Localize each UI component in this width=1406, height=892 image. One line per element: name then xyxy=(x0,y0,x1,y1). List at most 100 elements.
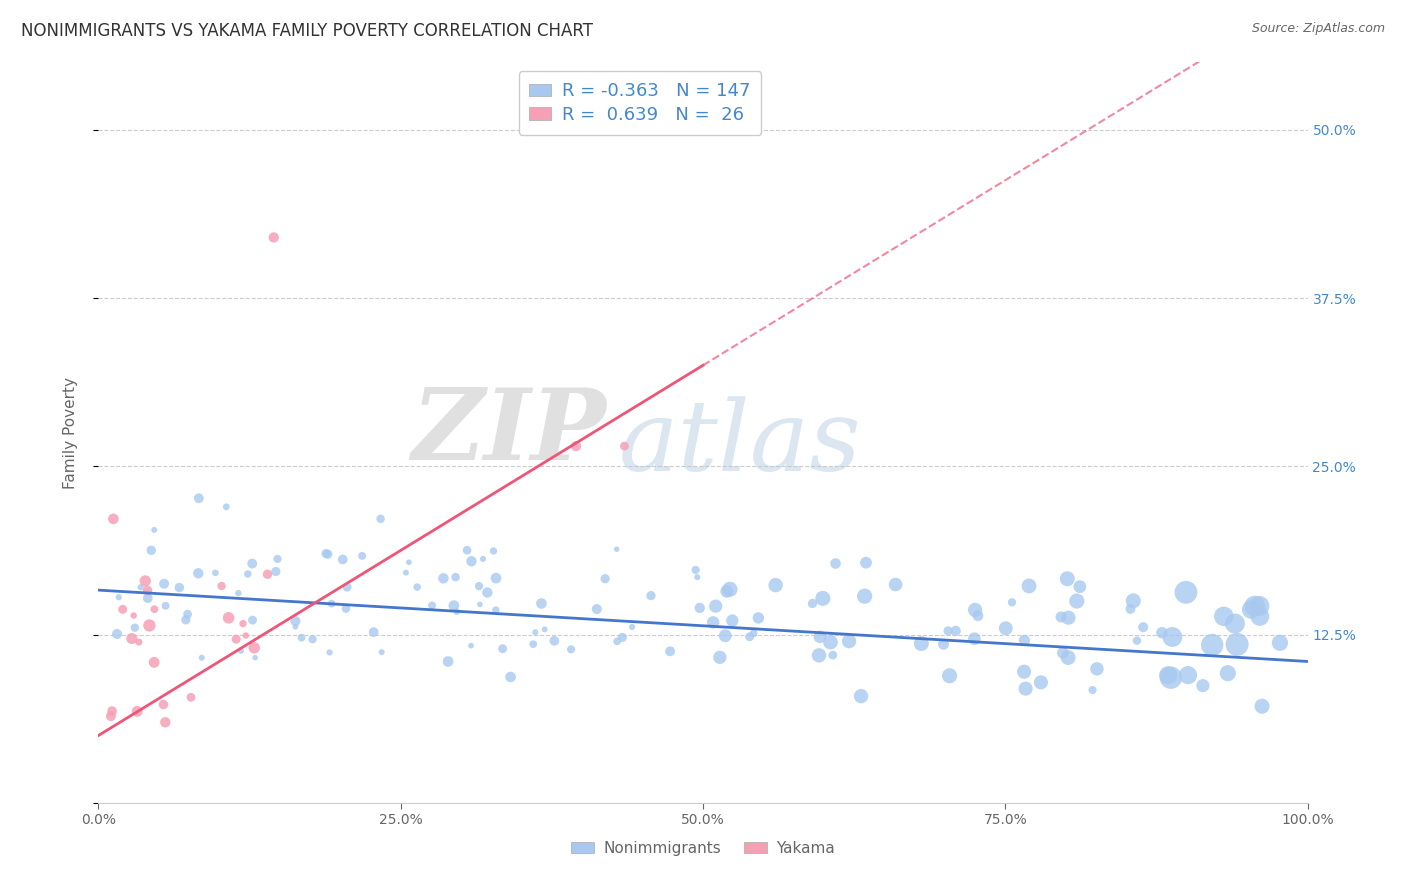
Point xyxy=(938,669,960,683)
Point xyxy=(721,614,744,628)
Point xyxy=(284,620,307,634)
Point xyxy=(243,650,266,665)
Point xyxy=(437,655,460,669)
Point xyxy=(718,582,741,597)
Point xyxy=(621,620,644,634)
Point xyxy=(613,439,636,453)
Point xyxy=(138,618,160,632)
Text: Source: ZipAtlas.com: Source: ZipAtlas.com xyxy=(1251,22,1385,36)
Point xyxy=(100,709,122,723)
Point xyxy=(522,637,544,651)
Point xyxy=(1057,650,1080,665)
Point xyxy=(264,565,287,579)
Point xyxy=(1085,662,1108,676)
Point xyxy=(499,670,522,684)
Point xyxy=(742,626,765,640)
Point xyxy=(963,632,986,646)
Point xyxy=(1066,594,1088,608)
Point xyxy=(266,552,288,566)
Point xyxy=(256,567,278,582)
Point xyxy=(640,589,662,603)
Point xyxy=(284,614,307,628)
Point xyxy=(240,557,263,571)
Point xyxy=(533,623,555,637)
Point xyxy=(1212,609,1234,624)
Point xyxy=(585,602,607,616)
Point xyxy=(491,641,513,656)
Point xyxy=(263,230,285,244)
Point xyxy=(593,572,616,586)
Point xyxy=(336,580,359,594)
Point xyxy=(1157,668,1180,682)
Point xyxy=(994,621,1017,635)
Point xyxy=(398,555,420,569)
Point xyxy=(228,586,250,600)
Point xyxy=(606,542,628,557)
Point xyxy=(1177,668,1199,682)
Point xyxy=(485,571,508,585)
Point xyxy=(127,704,149,718)
Point xyxy=(811,591,834,606)
Point xyxy=(808,630,831,644)
Point xyxy=(321,597,343,611)
Point xyxy=(808,648,831,663)
Point xyxy=(884,577,907,591)
Point xyxy=(152,698,174,712)
Point xyxy=(855,556,877,570)
Point xyxy=(1014,681,1036,696)
Point xyxy=(1081,683,1104,698)
Point xyxy=(332,552,354,566)
Point xyxy=(606,634,628,648)
Point xyxy=(406,580,429,594)
Point xyxy=(370,512,392,526)
Point xyxy=(716,584,738,599)
Point xyxy=(685,563,707,577)
Point xyxy=(1050,610,1073,624)
Point xyxy=(153,576,176,591)
Point xyxy=(315,547,337,561)
Point xyxy=(1174,585,1197,599)
Point xyxy=(1119,602,1142,616)
Point xyxy=(524,625,547,640)
Point xyxy=(965,603,987,617)
Point xyxy=(211,579,233,593)
Point xyxy=(301,632,323,647)
Point xyxy=(443,599,465,613)
Point xyxy=(565,439,588,453)
Point xyxy=(765,578,787,592)
Point xyxy=(702,615,724,630)
Point xyxy=(747,611,769,625)
Point xyxy=(738,630,761,644)
Point xyxy=(477,585,499,599)
Point xyxy=(141,543,163,558)
Point xyxy=(801,597,824,611)
Point xyxy=(243,640,266,655)
Point xyxy=(180,690,202,705)
Point xyxy=(1243,599,1265,613)
Point xyxy=(1018,579,1040,593)
Point xyxy=(215,500,238,514)
Point xyxy=(444,570,467,584)
Point xyxy=(143,602,166,616)
Point xyxy=(155,715,177,730)
Point xyxy=(225,632,247,647)
Point xyxy=(143,523,166,537)
Point xyxy=(363,625,385,640)
Point xyxy=(1249,599,1271,613)
Point xyxy=(1126,633,1149,648)
Point xyxy=(485,603,508,617)
Point xyxy=(155,599,177,613)
Point xyxy=(420,599,443,613)
Point xyxy=(136,591,159,606)
Point xyxy=(143,656,166,670)
Point xyxy=(824,557,846,571)
Point xyxy=(1201,638,1223,652)
Point xyxy=(530,597,553,611)
Point xyxy=(945,624,967,638)
Point xyxy=(456,543,478,558)
Point xyxy=(1268,636,1291,650)
Point xyxy=(395,566,418,580)
Point xyxy=(101,704,124,718)
Point xyxy=(1150,625,1173,640)
Point xyxy=(1161,630,1184,644)
